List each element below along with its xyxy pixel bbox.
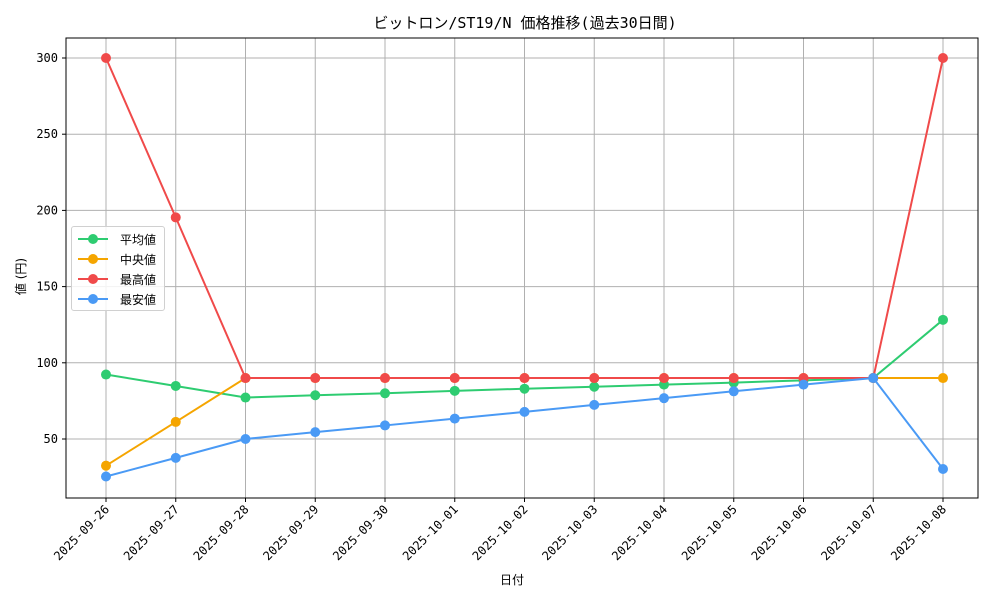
legend-item-min: 最安値 — [78, 290, 156, 308]
svg-text:50: 50 — [44, 432, 58, 446]
data-point — [310, 373, 321, 384]
data-point — [449, 385, 460, 396]
svg-text:2025-09-29: 2025-09-29 — [260, 502, 321, 563]
svg-text:300: 300 — [36, 51, 58, 65]
svg-text:2025-09-28: 2025-09-28 — [191, 502, 252, 563]
data-point — [240, 392, 251, 403]
legend-marker — [78, 234, 108, 244]
legend-label: 平均値 — [120, 232, 157, 247]
svg-text:2025-10-06: 2025-10-06 — [749, 502, 810, 563]
data-point — [589, 373, 600, 384]
data-point — [101, 471, 111, 482]
data-point — [380, 388, 390, 399]
data-point — [310, 427, 321, 438]
svg-text:2025-10-02: 2025-10-02 — [470, 502, 531, 563]
data-point — [798, 379, 809, 390]
legend-item-average: 平均値 — [78, 230, 156, 248]
svg-text:2025-10-08: 2025-10-08 — [888, 502, 949, 563]
data-point — [170, 452, 181, 463]
legend-marker — [78, 254, 108, 264]
x-axis-label: 日付 — [500, 573, 525, 587]
svg-text:2025-09-27: 2025-09-27 — [121, 502, 182, 563]
legend-marker — [78, 294, 108, 304]
data-point — [519, 383, 530, 394]
svg-text:100: 100 — [36, 356, 58, 370]
data-point — [589, 399, 600, 410]
data-point — [659, 393, 669, 404]
data-point — [938, 373, 948, 384]
y-axis-label: 値 (円) — [14, 257, 29, 296]
data-point — [170, 212, 181, 223]
data-point — [449, 373, 460, 384]
data-point — [170, 380, 181, 391]
data-point — [310, 390, 321, 401]
svg-text:2025-10-07: 2025-10-07 — [818, 502, 879, 563]
series-line — [101, 53, 948, 384]
svg-text:250: 250 — [36, 127, 58, 141]
svg-text:2025-10-04: 2025-10-04 — [609, 502, 670, 563]
svg-text:200: 200 — [36, 203, 58, 217]
legend-marker — [78, 274, 108, 284]
legend-label: 最高値 — [120, 272, 157, 287]
svg-text:150: 150 — [36, 280, 58, 294]
svg-text:2025-10-03: 2025-10-03 — [539, 502, 600, 563]
svg-text:2025-09-26: 2025-09-26 — [51, 502, 112, 563]
data-point — [380, 420, 390, 431]
legend: 平均値 中央値 最高値 最安値 — [71, 226, 165, 311]
legend-label: 中央値 — [120, 252, 157, 267]
legend-label: 最安値 — [120, 292, 157, 307]
svg-text:2025-09-30: 2025-09-30 — [330, 502, 391, 563]
legend-item-max: 最高値 — [78, 270, 156, 288]
data-point — [101, 460, 111, 471]
series-line — [101, 373, 948, 482]
data-point — [659, 373, 669, 384]
data-point — [868, 373, 879, 384]
data-point — [240, 373, 251, 384]
data-point — [938, 314, 948, 325]
svg-text:2025-10-05: 2025-10-05 — [679, 502, 740, 563]
data-point — [938, 53, 948, 63]
data-point — [728, 386, 739, 397]
chart-title: ビットロン/ST19/N 価格推移(過去30日間) — [373, 14, 677, 32]
plot-frame — [65, 37, 979, 499]
svg-text:2025-10-01: 2025-10-01 — [400, 502, 461, 563]
data-point — [170, 416, 181, 427]
data-point — [101, 369, 111, 380]
data-point — [519, 373, 530, 384]
data-point — [728, 373, 739, 384]
data-point — [938, 464, 948, 475]
y-axis-ticks: 50 100 150 200 250 300 — [36, 51, 66, 446]
grid — [66, 38, 978, 498]
legend-item-median: 中央値 — [78, 250, 156, 268]
x-axis-ticks: 2025-09-26 2025-09-27 2025-09-28 2025-09-29… — [51, 498, 949, 563]
data-point — [589, 381, 600, 392]
data-point — [380, 373, 390, 384]
data-point — [449, 413, 460, 424]
data-point — [519, 406, 530, 417]
data-point — [101, 53, 111, 63]
data-point — [240, 434, 251, 444]
